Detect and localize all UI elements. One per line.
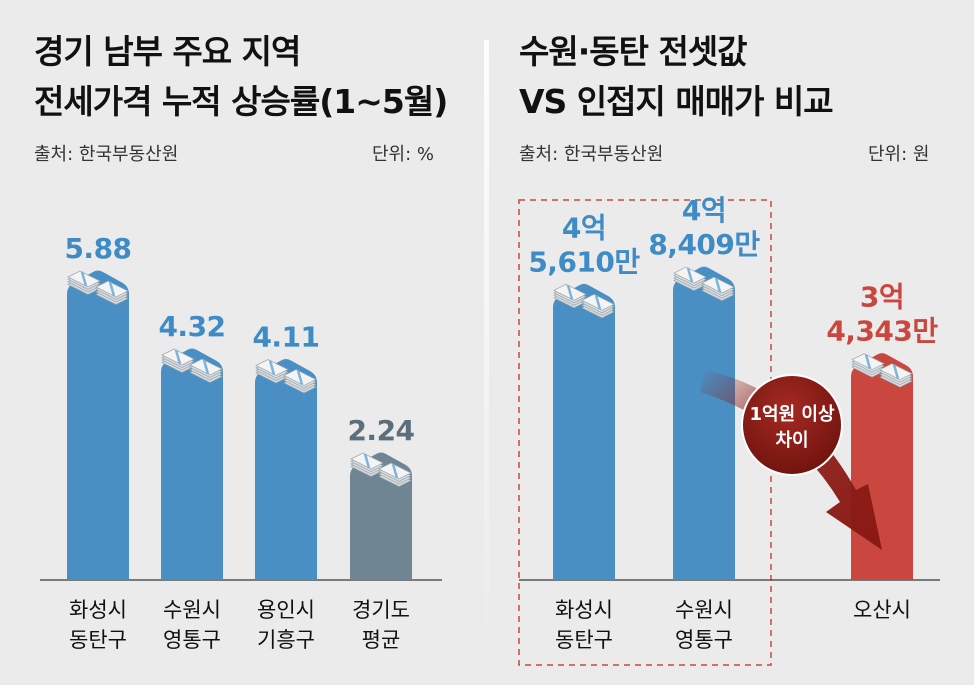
left-value-label-0-0: 5.88 [64,232,131,265]
right-title-line-1: 수원·동탄 전셋값 [519,32,748,71]
right-value-label-1-1: 8,409만 [648,228,760,261]
difference-badge-text-0: 1억원 이상 [749,404,834,425]
right-category-label-1-1: 영통구 [675,628,733,652]
left-title-line-2: 전세가격 누적 상승률(1~5월) [34,82,448,121]
right-money-icon-1 [673,266,735,301]
right-category-label-1-0: 수원시 [675,598,733,622]
right-panel-title: 수원·동탄 전셋값 VS 인접지 매매가 비교 [519,27,834,127]
right-category-label-2-0: 오산시 [853,598,911,622]
left-source: 출처: 한국부동산원 [34,144,179,165]
right-source: 출처: 한국부동산원 [519,144,664,165]
left-money-icon-3 [350,452,412,487]
difference-badge-text-1: 차이 [775,430,808,451]
left-category-label-1-0: 수원시 [163,598,221,622]
left-category-label-2-1: 기흥구 [257,628,315,652]
right-category-label-0-1: 동탄구 [555,628,613,652]
left-value-label-3-0: 2.24 [347,414,414,447]
left-category-label-0-0: 화성시 [69,598,127,622]
left-category-label-3-1: 평균 [362,628,401,652]
right-value-label-0-0: 4억 [562,211,606,244]
right-category-label-0-0: 화성시 [555,598,613,622]
right-bar-0 [553,283,615,580]
right-money-icon-0 [553,283,615,319]
right-money-icon-2 [851,353,913,388]
right-bar-1 [673,266,735,580]
left-bar-0 [67,270,129,580]
left-bar-1 [161,348,223,580]
left-panel-title: 경기 남부 주요 지역 전세가격 누적 상승률(1~5월) [34,27,448,127]
panel-divider [484,40,489,680]
left-category-label-3-0: 경기도 [352,598,410,622]
left-category-label-0-1: 동탄구 [69,628,127,652]
left-value-label-1-0: 4.32 [158,310,225,343]
left-bar-2 [255,359,317,580]
left-unit: 단위: % [372,144,435,165]
right-value-label-2-0: 3억 [860,281,904,314]
right-title-line-2: VS 인접지 매매가 비교 [519,82,834,121]
left-category-label-2-0: 용인시 [257,598,315,622]
right-bar-2 [851,353,913,580]
right-value-label-1-0: 4억 [682,194,726,227]
left-money-icon-0 [67,270,129,305]
left-title-line-1: 경기 남부 주요 지역 [34,32,301,71]
left-money-icon-2 [255,359,317,394]
right-unit: 단위: 원 [868,144,930,165]
right-value-label-2-1: 4,343만 [826,315,938,348]
left-category-label-1-1: 영통구 [163,628,221,652]
difference-arrow [700,370,882,550]
difference-badge [741,374,843,476]
left-value-label-2-0: 4.11 [252,321,319,354]
left-money-icon-1 [161,348,223,383]
right-value-label-0-1: 5,610만 [528,245,640,278]
